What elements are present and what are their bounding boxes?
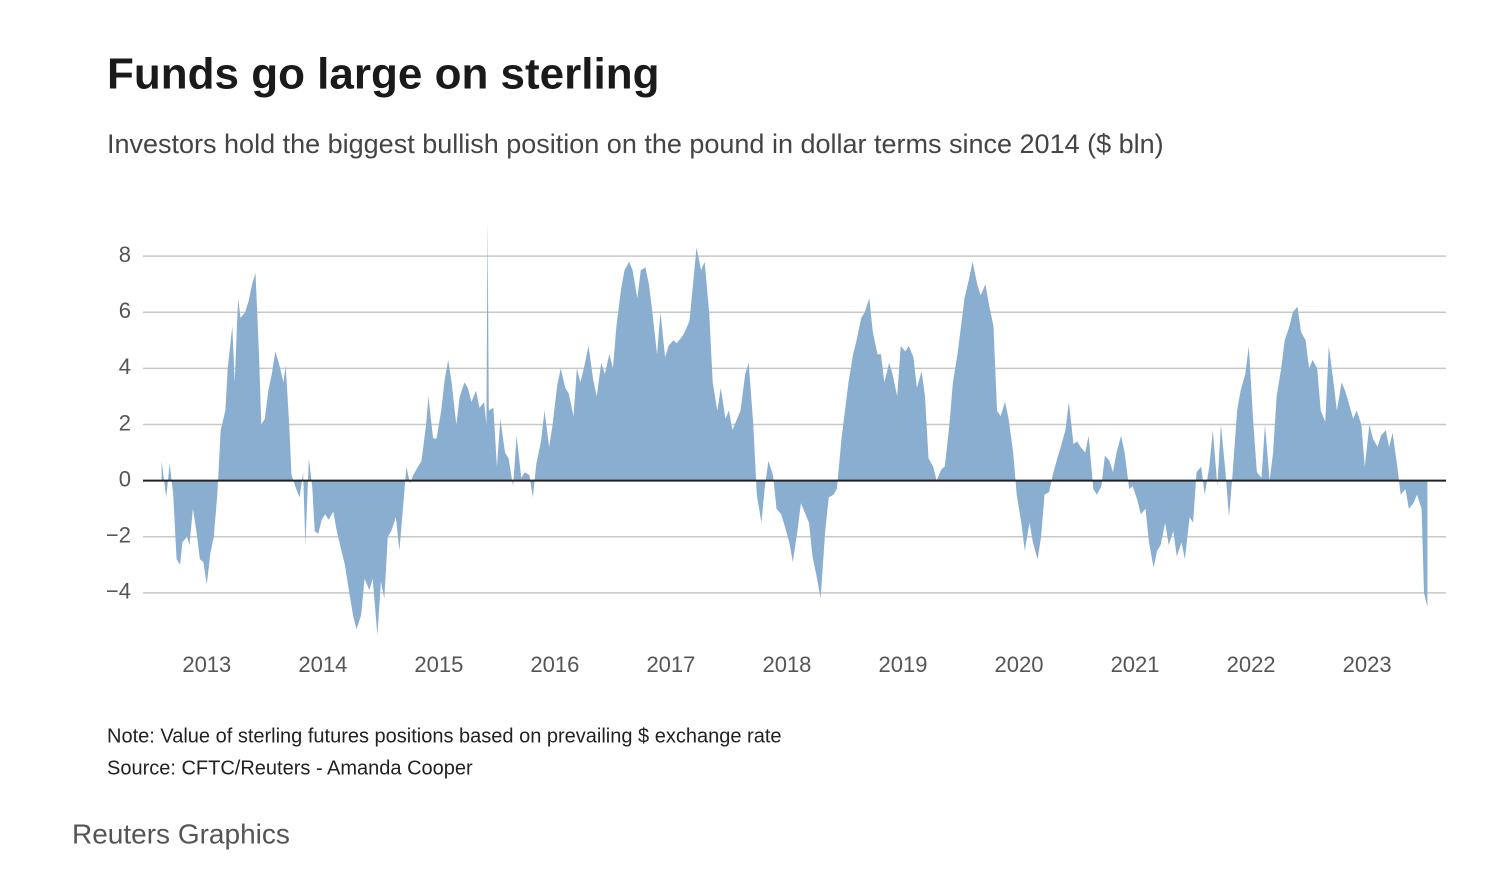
x-tick-label: 2020: [995, 652, 1044, 677]
x-tick-label: 2013: [182, 652, 231, 677]
x-tick-label: 2014: [298, 652, 347, 677]
x-tick-label: 2016: [530, 652, 579, 677]
y-tick-label: 2: [119, 410, 131, 435]
y-tick-label: 8: [119, 242, 131, 267]
x-tick-label: 2021: [1111, 652, 1160, 677]
y-tick-label: −2: [106, 523, 131, 548]
x-tick-label: 2023: [1343, 652, 1392, 677]
chart-subtitle: Investors hold the biggest bullish posit…: [107, 129, 1164, 159]
chart-title: Funds go large on sterling: [107, 50, 659, 99]
x-tick-label: 2019: [879, 652, 928, 677]
area: [161, 219, 1428, 635]
x-tick-label: 2015: [414, 652, 463, 677]
note: Note: Value of sterling futures position…: [107, 725, 782, 747]
x-tick-label: 2017: [646, 652, 695, 677]
y-tick-label: −4: [106, 579, 131, 604]
y-tick-label: 0: [119, 466, 131, 491]
y-tick-label: 6: [119, 298, 131, 323]
x-tick-label: 2022: [1227, 652, 1276, 677]
y-tick-label: 4: [119, 354, 131, 379]
credit: Reuters Graphics: [72, 818, 290, 849]
source: Source: CFTC/Reuters - Amanda Cooper: [107, 757, 473, 779]
x-tick-label: 2018: [762, 652, 811, 677]
